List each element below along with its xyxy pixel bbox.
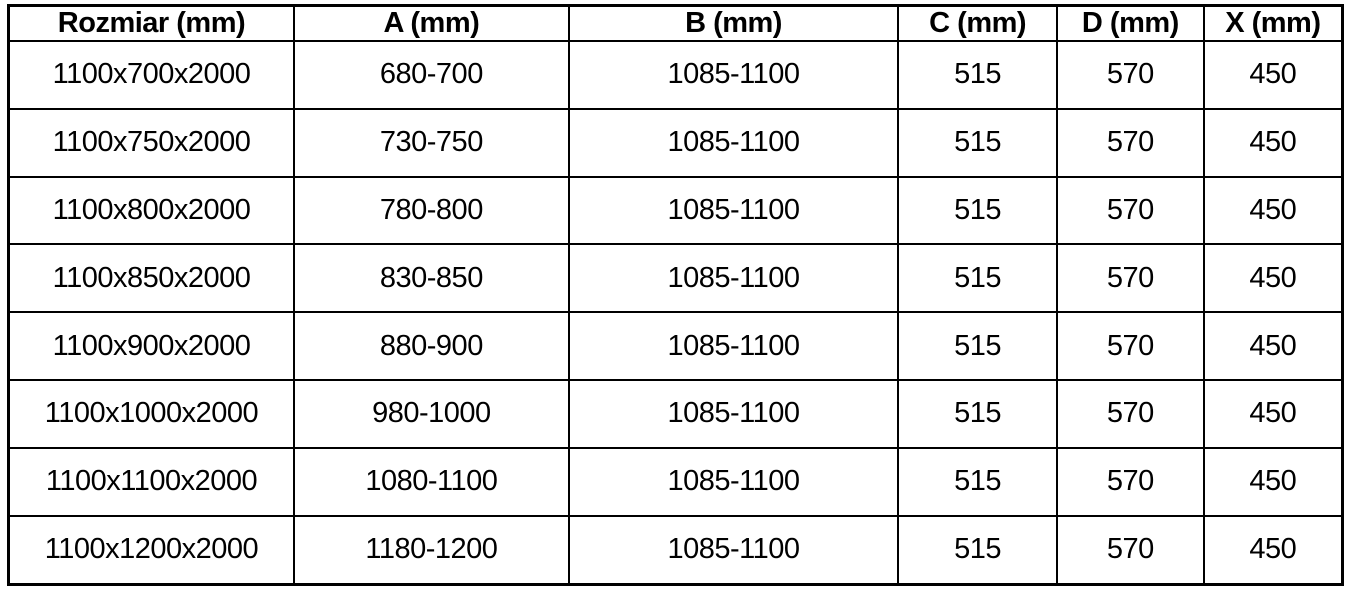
cell-rozmiar: 1100x1000x2000 [7,379,295,449]
cell-a: 830-850 [292,243,570,314]
cell-rozmiar: 1100x900x2000 [7,311,295,382]
cell-a: 780-800 [292,175,570,246]
cell-b: 1085-1100 [567,311,900,382]
cell-d: 570 [1055,311,1205,382]
cell-c: 515 [897,514,1058,586]
table-row: 1100x700x2000 680-700 1085-1100 515 570 … [7,40,1344,110]
cell-d: 570 [1055,446,1205,517]
cell-b: 1085-1100 [567,175,900,246]
cell-a: 680-700 [292,40,570,110]
table-row: 1100x800x2000 780-800 1085-1100 515 570 … [7,175,1344,246]
cell-x: 450 [1202,446,1344,517]
table-row: 1100x750x2000 730-750 1085-1100 515 570 … [7,107,1344,178]
cell-x: 450 [1202,379,1344,449]
cell-rozmiar: 1100x1200x2000 [7,514,295,586]
cell-rozmiar: 1100x850x2000 [7,243,295,314]
cell-a: 980-1000 [292,379,570,449]
cell-x: 450 [1202,514,1344,586]
cell-d: 570 [1055,40,1205,110]
cell-a: 880-900 [292,311,570,382]
cell-c: 515 [897,243,1058,314]
cell-c: 515 [897,311,1058,382]
cell-d: 570 [1055,379,1205,449]
cell-b: 1085-1100 [567,107,900,178]
table-row: 1100x1200x2000 1180-1200 1085-1100 515 5… [7,514,1344,586]
cell-x: 450 [1202,40,1344,110]
cell-b: 1085-1100 [567,446,900,517]
cell-a: 1080-1100 [292,446,570,517]
cell-a: 730-750 [292,107,570,178]
table-row: 1100x850x2000 830-850 1085-1100 515 570 … [7,243,1344,314]
cell-c: 515 [897,175,1058,246]
dimensions-spec-table: Rozmiar (mm) A (mm) B (mm) C (mm) D (mm)… [7,4,1344,586]
cell-d: 570 [1055,243,1205,314]
column-header-b: B (mm) [567,4,900,42]
table-row: 1100x1000x2000 980-1000 1085-1100 515 57… [7,379,1344,449]
cell-b: 1085-1100 [567,514,900,586]
table-row: 1100x900x2000 880-900 1085-1100 515 570 … [7,311,1344,382]
cell-d: 570 [1055,175,1205,246]
column-header-a: A (mm) [292,4,570,42]
cell-c: 515 [897,40,1058,110]
cell-c: 515 [897,379,1058,449]
cell-d: 570 [1055,514,1205,586]
cell-rozmiar: 1100x1100x2000 [7,446,295,517]
cell-a: 1180-1200 [292,514,570,586]
cell-rozmiar: 1100x700x2000 [7,40,295,110]
cell-b: 1085-1100 [567,379,900,449]
cell-c: 515 [897,446,1058,517]
cell-x: 450 [1202,243,1344,314]
cell-b: 1085-1100 [567,243,900,314]
table-header-row: Rozmiar (mm) A (mm) B (mm) C (mm) D (mm)… [7,4,1344,42]
cell-b: 1085-1100 [567,40,900,110]
cell-c: 515 [897,107,1058,178]
column-header-x: X (mm) [1202,4,1344,42]
table-row: 1100x1100x2000 1080-1100 1085-1100 515 5… [7,446,1344,517]
column-header-d: D (mm) [1055,4,1205,42]
cell-x: 450 [1202,107,1344,178]
cell-d: 570 [1055,107,1205,178]
cell-x: 450 [1202,311,1344,382]
cell-x: 450 [1202,175,1344,246]
column-header-c: C (mm) [897,4,1058,42]
cell-rozmiar: 1100x800x2000 [7,175,295,246]
column-header-rozmiar: Rozmiar (mm) [7,4,295,42]
cell-rozmiar: 1100x750x2000 [7,107,295,178]
